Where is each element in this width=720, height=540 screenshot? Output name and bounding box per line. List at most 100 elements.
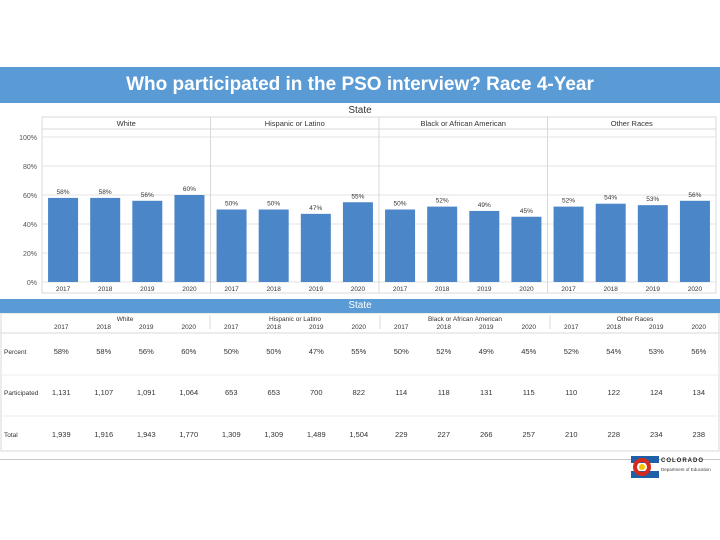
table-cell: 653 xyxy=(267,388,280,397)
bar-black-or-african-american-2018 xyxy=(427,206,458,282)
y-tick-label: 100% xyxy=(19,135,37,142)
table-cell: 1,131 xyxy=(52,388,71,397)
table-cell: 110 xyxy=(565,388,577,397)
table-cell: 49% xyxy=(479,347,494,356)
data-label: 50% xyxy=(394,201,407,208)
table-cell: 58% xyxy=(54,347,69,356)
table-cell: 134 xyxy=(692,388,705,397)
table-cell: 54% xyxy=(606,347,621,356)
table-year-header: 2017 xyxy=(54,324,69,331)
table-year-header: 2020 xyxy=(182,324,197,331)
chart-panel-title: State xyxy=(348,105,372,116)
table-cell: 1,489 xyxy=(307,430,326,439)
x-tick-label: 2019 xyxy=(477,286,492,293)
bar-hispanic-or-latino-2018 xyxy=(258,209,289,282)
x-tick-label: 2018 xyxy=(603,286,618,293)
table-year-header: 2019 xyxy=(139,324,154,331)
group-label: Hispanic or Latino xyxy=(265,119,325,128)
bar-other-races-2018 xyxy=(595,203,626,282)
table-cell: 56% xyxy=(139,347,154,356)
table-year-header: 2019 xyxy=(309,324,324,331)
table-frame xyxy=(0,313,720,452)
bar-black-or-african-american-2020 xyxy=(511,216,542,282)
table-cell: 47% xyxy=(309,347,324,356)
table-year-header: 2020 xyxy=(522,324,537,331)
y-tick-label: 20% xyxy=(23,251,37,258)
data-label: 53% xyxy=(646,196,659,203)
table-group-header: Hispanic or Latino xyxy=(269,316,321,323)
x-tick-label: 2020 xyxy=(182,286,197,293)
slide-title: Who participated in the PSO interview? R… xyxy=(126,74,594,95)
table-cell: 131 xyxy=(480,388,493,397)
table-panel-header: State xyxy=(0,299,720,313)
table-cell: 1,504 xyxy=(349,430,368,439)
bar-white-2020 xyxy=(174,195,205,282)
table-cell: 122 xyxy=(607,388,620,397)
table-cell: 653 xyxy=(225,388,238,397)
table-row-label: Participated xyxy=(4,390,39,397)
data-label: 50% xyxy=(225,201,238,208)
logo-subtitle: Department of Education xyxy=(661,467,711,472)
slide: Who participated in the PSO interview? R… xyxy=(0,67,720,478)
y-tick-label: 60% xyxy=(23,193,37,200)
table-cell: 52% xyxy=(436,347,451,356)
data-label: 56% xyxy=(141,192,154,199)
x-tick-label: 2017 xyxy=(56,286,71,293)
table-year-header: 2019 xyxy=(649,324,664,331)
colorado-flag-icon xyxy=(631,456,659,478)
title-bar: Who participated in the PSO interview? R… xyxy=(0,67,720,103)
group-label: Black or African American xyxy=(421,119,506,128)
data-label: 50% xyxy=(267,201,280,208)
table-cell: 1,943 xyxy=(137,430,156,439)
table-cell: 210 xyxy=(565,430,578,439)
table-year-header: 2017 xyxy=(224,324,239,331)
table-cell: 55% xyxy=(351,347,366,356)
table-cell: 50% xyxy=(266,347,281,356)
table-cell: 234 xyxy=(650,430,663,439)
bar-black-or-african-american-2019 xyxy=(469,210,500,282)
x-tick-label: 2018 xyxy=(266,286,281,293)
x-tick-label: 2017 xyxy=(393,286,408,293)
data-label: 60% xyxy=(183,186,196,193)
data-table: White Hispanic or Latino Black or African … xyxy=(0,313,720,452)
table-cell: 229 xyxy=(395,430,408,439)
table-cell: 124 xyxy=(650,388,663,397)
table-cell: 1,309 xyxy=(264,430,283,439)
table-cell: 45% xyxy=(521,347,536,356)
table-year-header: 2019 xyxy=(479,324,494,331)
group-label: White xyxy=(117,119,136,128)
table-year-header: 2018 xyxy=(437,324,452,331)
table-year-header: 2018 xyxy=(607,324,622,331)
table-group-header: Black or African American xyxy=(428,316,502,323)
data-label: 58% xyxy=(99,189,112,196)
table-cell: 257 xyxy=(522,430,535,439)
table-row-label: Percent xyxy=(4,349,27,356)
table-cell: 228 xyxy=(607,430,620,439)
logo-wordmark: COLORADO xyxy=(661,458,704,464)
table-group-header: Other Races xyxy=(617,316,654,323)
table-cell: 1,091 xyxy=(137,388,156,397)
data-label: 52% xyxy=(436,198,449,205)
x-tick-label: 2019 xyxy=(309,286,324,293)
table-cell: 227 xyxy=(437,430,450,439)
x-tick-label: 2018 xyxy=(98,286,113,293)
data-label: 54% xyxy=(604,195,617,202)
bar-white-2019 xyxy=(132,200,163,282)
table-cell: 1,916 xyxy=(94,430,113,439)
table-cell: 53% xyxy=(649,347,664,356)
table-year-header: 2018 xyxy=(267,324,282,331)
table-cell: 60% xyxy=(181,347,196,356)
bar-hispanic-or-latino-2019 xyxy=(300,213,331,282)
x-tick-label: 2017 xyxy=(224,286,239,293)
bar-black-or-african-american-2017 xyxy=(385,209,416,282)
table-cell: 1,939 xyxy=(52,430,71,439)
table-cell: 1,309 xyxy=(222,430,241,439)
table-cell: 115 xyxy=(523,388,535,397)
data-label: 49% xyxy=(478,202,491,209)
x-tick-label: 2020 xyxy=(688,286,703,293)
table-cell: 114 xyxy=(395,388,407,397)
x-tick-label: 2019 xyxy=(646,286,661,293)
table-year-header: 2017 xyxy=(564,324,579,331)
table-year-header: 2020 xyxy=(352,324,367,331)
table-cell: 56% xyxy=(691,347,706,356)
